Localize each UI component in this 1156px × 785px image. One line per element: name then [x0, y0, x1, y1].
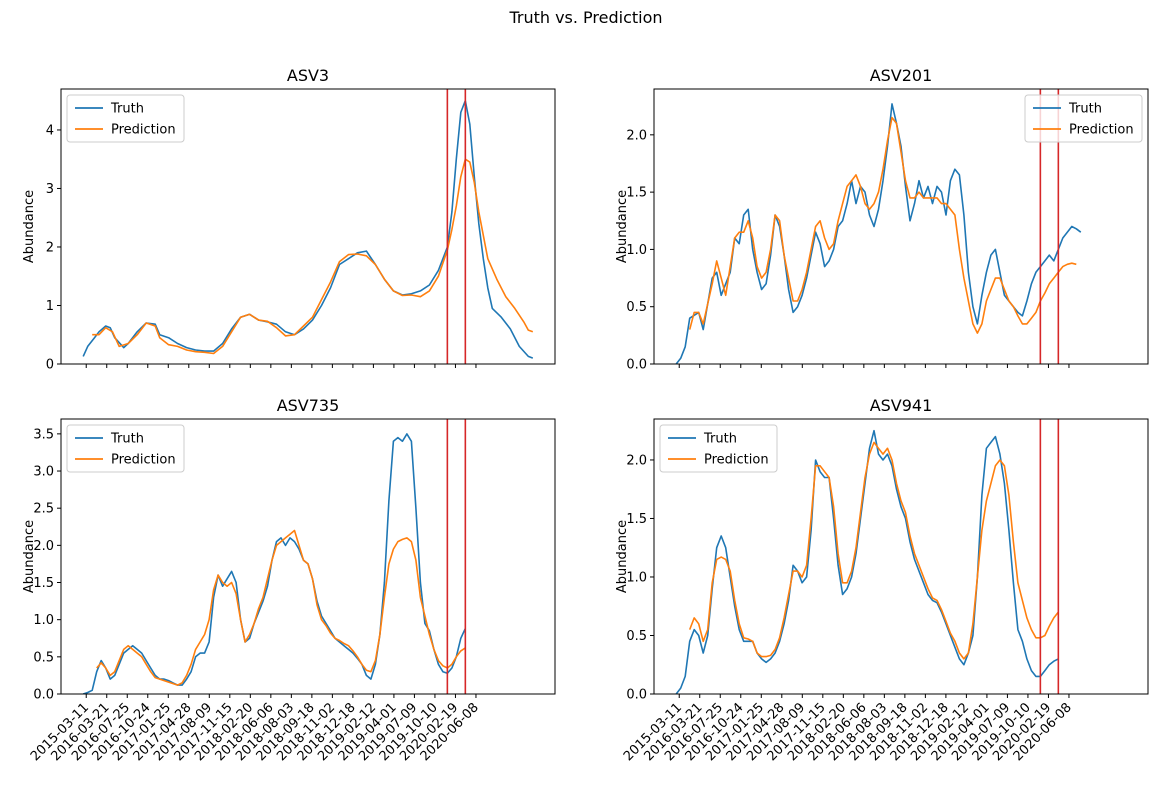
- panel-asv735: ASV7350.00.51.01.52.02.53.03.5Abundance2…: [22, 396, 556, 764]
- y-tick-label: 2.5: [33, 502, 54, 517]
- legend-label: Prediction: [111, 453, 176, 468]
- series-line-prediction: [96, 529, 466, 686]
- axes-frame: [60, 88, 556, 365]
- y-axis-label: Abundance: [22, 190, 37, 263]
- legend: Truth Prediction: [66, 424, 185, 473]
- panel-asv201: ASV201 0.0 0.5 1.0 1.5 2.0 Abundance Truth Predi…: [615, 66, 1149, 373]
- legend-label: Truth: [110, 432, 144, 447]
- y-tick-label: 2.0: [626, 128, 647, 143]
- legend: Truth Prediction: [1024, 94, 1143, 143]
- y-tick-label: 2.0: [33, 539, 54, 554]
- y-tick-label: 1.0: [33, 613, 54, 628]
- series-line-prediction: [92, 158, 534, 355]
- y-tick-label: 0.5: [33, 650, 54, 665]
- legend-label: Truth: [1068, 102, 1102, 117]
- y-tick-label: 0.0: [33, 688, 54, 703]
- series-line-prediction: [688, 441, 1059, 660]
- y-tick-label: 1.5: [33, 576, 54, 591]
- y-tick-label: 2.0: [626, 453, 647, 468]
- panel-title: ASV201: [870, 66, 933, 85]
- legend-label: Prediction: [111, 123, 176, 138]
- y-tick-label: 1.5: [626, 186, 647, 201]
- axes-frame: [60, 418, 556, 695]
- y-tick-label: 1: [46, 299, 54, 314]
- y-tick-label: 2: [46, 240, 54, 255]
- legend-box: [659, 424, 778, 473]
- y-tick-label: 0: [46, 358, 54, 373]
- y-tick-label: 4: [46, 123, 54, 138]
- legend-label: Prediction: [704, 453, 769, 468]
- legend-box: [66, 424, 185, 473]
- panel-title: ASV3: [287, 66, 329, 85]
- legend-label: Truth: [110, 102, 144, 117]
- panel-title: ASV735: [277, 396, 340, 415]
- legend: Truth Prediction: [659, 424, 778, 473]
- legend-label: Prediction: [1069, 123, 1134, 138]
- panel-asv3: ASV3 0 1 2 3 4 Abundance Truth Prediction: [22, 66, 556, 373]
- y-tick-label: 1.0: [626, 570, 647, 585]
- y-tick-label: 0.5: [626, 629, 647, 644]
- legend: Truth Prediction: [66, 94, 185, 143]
- y-axis-label: Abundance: [615, 190, 630, 263]
- legend-box: [66, 94, 185, 143]
- y-tick-label: 3.5: [33, 427, 54, 442]
- y-axis-label: Abundance: [615, 520, 630, 593]
- legend-label: Truth: [703, 432, 737, 447]
- figure-title: Truth vs. Prediction: [508, 8, 662, 27]
- y-tick-label: 3.0: [33, 465, 54, 480]
- panel-title: ASV941: [870, 396, 933, 415]
- series-line-prediction: [688, 116, 1077, 334]
- y-tick-label: 3: [46, 182, 54, 197]
- panel-asv941: ASV9410.00.51.01.52.0Abundance2015-03-11…: [615, 396, 1149, 764]
- y-tick-label: 0.5: [626, 300, 647, 315]
- legend-box: [1024, 94, 1143, 143]
- axes-frame: [653, 88, 1149, 365]
- axes-frame: [653, 418, 1149, 695]
- y-tick-label: 0.0: [626, 688, 647, 703]
- y-tick-label: 1.0: [626, 243, 647, 258]
- y-tick-label: 0.0: [626, 358, 647, 373]
- y-tick-label: 1.5: [626, 512, 647, 527]
- y-axis-label: Abundance: [22, 520, 37, 593]
